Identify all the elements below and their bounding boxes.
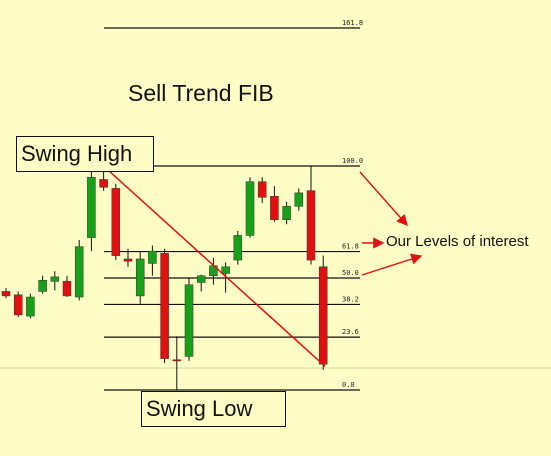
annotation-arrow — [359, 171, 408, 227]
candle-body — [62, 281, 72, 297]
candle-body — [294, 192, 304, 207]
fib-level-label: 161.8 — [342, 19, 363, 27]
candle — [245, 177, 255, 238]
candle-body — [172, 359, 182, 362]
candle — [13, 291, 23, 318]
candle-body — [306, 190, 316, 261]
fib-level-label: 100.0 — [342, 157, 363, 165]
candle-body — [233, 235, 243, 261]
candle-body — [38, 279, 47, 292]
candle-body — [13, 294, 23, 316]
candle — [123, 248, 133, 267]
candle-body — [245, 181, 255, 236]
candle — [62, 275, 72, 298]
candle — [233, 230, 243, 265]
candle-body — [196, 275, 206, 283]
candle-body — [184, 284, 194, 357]
candle-body — [135, 258, 145, 297]
candle-body — [50, 276, 60, 282]
candle-body — [257, 181, 267, 198]
candle-body — [1, 291, 11, 297]
candle-body — [26, 296, 35, 317]
candle — [221, 262, 230, 293]
candle-body — [148, 250, 157, 264]
swing-low-label: Swing Low — [141, 391, 286, 427]
candle — [26, 293, 35, 319]
chart-title: Sell Trend FIB — [128, 80, 274, 106]
candle — [257, 177, 267, 203]
candle — [294, 188, 304, 211]
candle-body — [74, 246, 84, 298]
candle-body — [87, 176, 96, 238]
fib-level-label: 61.8 — [342, 243, 359, 251]
candle — [282, 201, 291, 225]
candle — [196, 274, 206, 292]
candle — [87, 170, 96, 252]
fib-level-label: 23.6 — [342, 328, 359, 336]
candle — [270, 186, 279, 222]
trend-line — [103, 165, 326, 368]
candle — [38, 275, 47, 294]
levels-of-interest-label: Our Levels of interest — [386, 233, 529, 250]
candle — [74, 239, 84, 301]
candle-body — [99, 179, 108, 188]
candle-body — [221, 266, 230, 274]
candle — [135, 251, 145, 304]
candle-body — [123, 258, 133, 262]
candle — [50, 271, 60, 291]
candle — [148, 245, 157, 276]
candle-body — [111, 188, 121, 256]
candle — [184, 278, 194, 361]
candle-body — [318, 266, 328, 365]
candle-body — [270, 195, 279, 221]
candle — [111, 183, 121, 261]
fib-level-label: 50.0 — [342, 269, 359, 277]
fib-level-label: 0.0 — [342, 381, 355, 389]
fib-level-label: 38.2 — [342, 295, 359, 303]
annotation-arrow — [361, 253, 423, 276]
candle — [160, 248, 169, 364]
candle — [318, 255, 328, 370]
candle-body — [282, 206, 291, 221]
swing-high-label: Swing High — [16, 136, 154, 172]
candle — [306, 166, 316, 265]
candle — [1, 288, 11, 299]
candle — [172, 336, 182, 390]
candle-body — [160, 253, 169, 359]
